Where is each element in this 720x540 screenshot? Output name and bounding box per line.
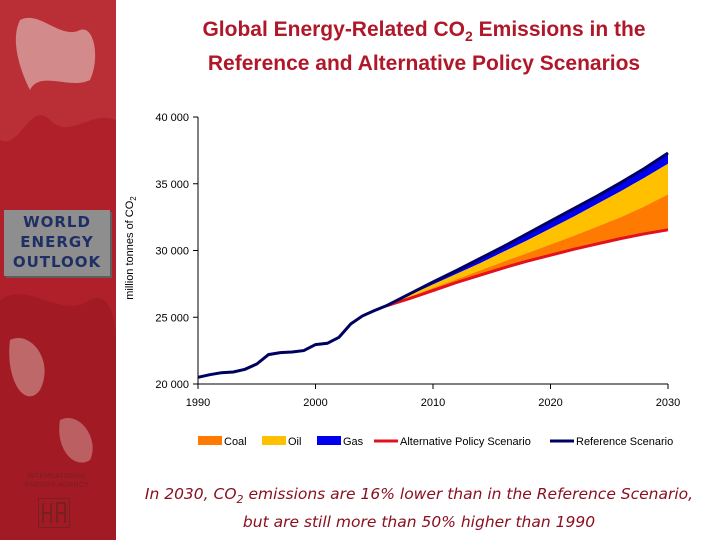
- alternative-legend-label: Alternative Policy Scenario: [400, 436, 531, 448]
- chart-legend: Coal Oil Gas Alternative Policy Scenario Ref…: [198, 436, 673, 448]
- scenario-lines: [197, 151, 669, 379]
- world-energy-outlook-logo: WORLD ENERGY OUTLOOK: [4, 210, 110, 276]
- x-tick-label: 2010: [421, 397, 445, 409]
- x-tick-label: 1990: [186, 397, 210, 409]
- y-tick-label: 40 000: [155, 112, 189, 124]
- title-line-1: Global Energy-Related CO2 Emissions in t…: [140, 16, 708, 50]
- sidebar-map-shape: [59, 418, 93, 463]
- chart-title: Global Energy-Related CO2 Emissions in t…: [140, 16, 708, 78]
- caption-text: emissions are 16% lower than in the Refe…: [243, 485, 694, 503]
- coal-legend-label: Coal: [224, 436, 247, 448]
- x-tick-label: 2020: [538, 397, 562, 409]
- coal-legend-swatch: [198, 436, 222, 445]
- y-tick-label: 20 000: [155, 379, 189, 391]
- iea-emblem-icon: [38, 498, 70, 528]
- title-text: Emissions in the: [472, 18, 646, 41]
- oil-legend-swatch: [262, 436, 286, 445]
- x-tick-label: 2000: [303, 397, 327, 409]
- y-tick-label: 35 000: [155, 179, 189, 191]
- logo-line: WORLD: [23, 213, 91, 231]
- sidebar-map-shape: [9, 338, 45, 397]
- agency-line: ENERGY AGENCY: [24, 482, 90, 489]
- caption-text: In 2030, CO: [144, 485, 237, 503]
- caption: In 2030, CO2 emissions are 16% lower tha…: [122, 483, 716, 533]
- gas-legend-label: Gas: [343, 436, 364, 448]
- title-subscript: 2: [465, 28, 473, 45]
- x-tick-label: 2030: [656, 397, 680, 409]
- sidebar-map-shape: [15, 17, 96, 90]
- caption-subscript: 2: [236, 493, 244, 507]
- chart-axes: 20 000 25 000 30 000 35 000 40 000 1990 2000 20…: [155, 112, 680, 409]
- caption-line-2: but are still more than 50% higher than …: [242, 513, 596, 532]
- y-tick-label: 30 000: [155, 246, 189, 258]
- alternative-policy-line: [385, 228, 669, 308]
- title-text: Global Energy-Related CO: [202, 18, 466, 41]
- reference-scenario-line: [385, 151, 669, 308]
- agency-name: INTERNATIONAL ENERGY AGENCY: [12, 472, 102, 490]
- caption-line-1: In 2030, CO2 emissions are 16% lower tha…: [122, 483, 716, 511]
- y-axis-title-group: million tonnes of CO2: [124, 196, 138, 300]
- y-axis-title: million tonnes of CO2: [124, 196, 138, 300]
- reference-legend-label: Reference Scenario: [576, 436, 673, 448]
- gas-legend-swatch: [317, 436, 341, 445]
- historical-emissions-line: [197, 304, 387, 379]
- logo-line: ENERGY: [20, 233, 94, 251]
- title-line-2: Reference and Alternative Policy Scenari…: [207, 52, 641, 76]
- sidebar-map-shape: [0, 294, 116, 540]
- agency-line: INTERNATIONAL: [27, 473, 87, 480]
- oil-legend-label: Oil: [288, 436, 301, 448]
- y-tick-label: 25 000: [155, 312, 189, 324]
- logo-line: OUTLOOK: [12, 253, 102, 271]
